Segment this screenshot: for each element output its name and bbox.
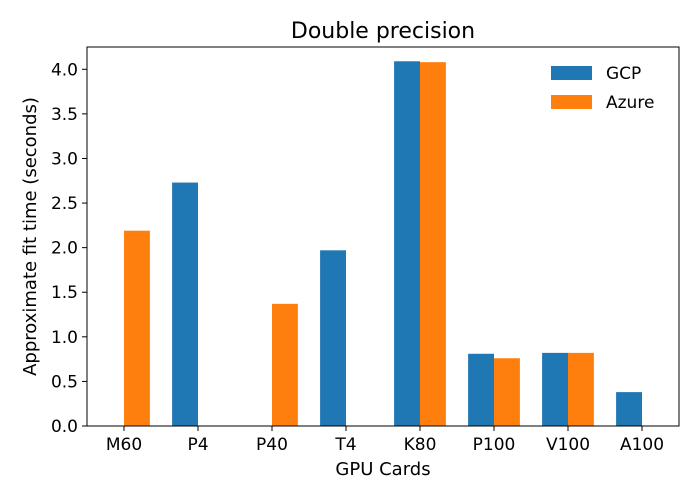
y-tick-label: 0.5: [51, 372, 78, 392]
legend-swatch-gcp: [551, 66, 592, 80]
bar-gcp-k80: [394, 61, 420, 427]
x-axis: M60 P4 P40 T4 K80 P100 V100 A100: [106, 426, 664, 455]
y-tick-label: 2.5: [51, 194, 78, 214]
x-axis-label: GPU Cards: [335, 459, 430, 480]
bar-azure-p100: [494, 358, 520, 426]
chart-title: Double precision: [291, 19, 475, 44]
y-tick-label: 3.0: [51, 149, 78, 169]
bar-gcp-v100: [542, 352, 568, 426]
bar-azure-p40: [272, 303, 298, 426]
legend: GCP Azure: [551, 64, 654, 113]
x-tick-label-v100: V100: [546, 435, 590, 455]
y-tick-label: 1.0: [51, 328, 78, 348]
legend-swatch-azure: [551, 95, 592, 109]
bar-gcp-p100: [468, 353, 494, 426]
plot-frame: [86, 46, 680, 427]
bar-azure-v100: [568, 352, 594, 426]
y-tick-label: 1.5: [51, 283, 78, 303]
x-tick-label-t4: T4: [334, 435, 356, 455]
bar-azure-m60: [124, 230, 150, 426]
y-axis: 0.0 0.5 1.0 1.5 2.0 2.5 3.0 3.5 4.0: [51, 60, 87, 437]
x-tick-label-p4: P4: [187, 435, 208, 455]
x-tick-label-m60: M60: [106, 435, 142, 455]
bar-gcp-p4: [172, 182, 198, 426]
y-axis-label: Approximate fit time (seconds): [20, 97, 41, 376]
y-tick-label: 3.5: [51, 105, 78, 125]
x-tick-label-p100: P100: [473, 435, 516, 455]
legend-label-gcp: GCP: [606, 64, 641, 84]
legend-label-azure: Azure: [606, 93, 654, 113]
y-tick-label: 2.0: [51, 239, 78, 259]
bars-layer: [124, 61, 642, 427]
x-tick-label-k80: K80: [404, 435, 437, 455]
y-tick-label: 4.0: [51, 60, 78, 80]
y-tick-label: 0.0: [51, 417, 78, 437]
x-tick-label-p40: P40: [256, 435, 288, 455]
x-tick-label-a100: A100: [620, 435, 664, 455]
bar-gcp-a100: [616, 392, 642, 426]
bar-azure-k80: [420, 62, 446, 426]
bar-gcp-t4: [320, 250, 346, 426]
